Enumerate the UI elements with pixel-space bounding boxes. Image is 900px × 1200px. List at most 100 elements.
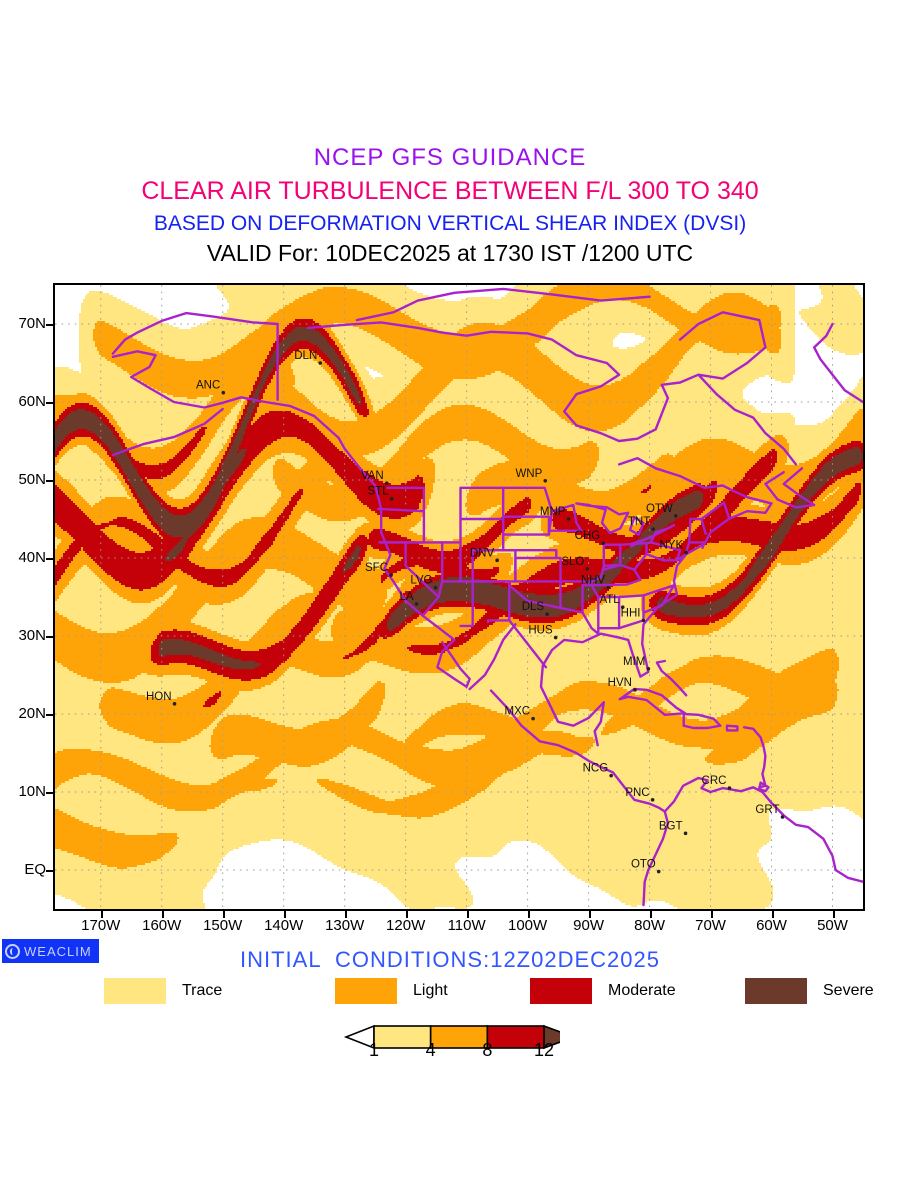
weaclim-logo-text: WEACLIM <box>24 943 92 959</box>
y-axis-tick <box>46 714 53 716</box>
city-marker-stl <box>389 496 394 501</box>
city-marker-hvn <box>633 688 637 692</box>
city-marker-mnp <box>566 517 571 521</box>
x-axis-label-80w: 80W <box>634 917 665 934</box>
cat-region-moderate <box>55 319 863 707</box>
y-axis-tick <box>46 324 53 326</box>
city-label-lvg: LVG <box>410 575 432 587</box>
x-axis-label-150w: 150W <box>203 917 243 934</box>
city-label-sfc: SFC <box>365 562 388 574</box>
x-axis-tick <box>588 911 591 918</box>
colorbar-over-arrow <box>543 1024 560 1050</box>
legend-label-severe: Severe <box>823 982 874 999</box>
y-axis-tick <box>46 480 53 482</box>
colorbar-tick-8: 8 <box>482 1040 493 1060</box>
city-label-wnp: WNP <box>515 468 542 480</box>
city-marker-mim <box>646 666 651 671</box>
initial-conditions-text: INITIAL CONDITIONS:12Z02DEC2025 <box>240 947 660 972</box>
city-marker-slo <box>585 567 590 571</box>
x-axis-label-160w: 160W <box>142 917 182 934</box>
y-axis-tick <box>46 636 53 638</box>
city-marker-hon <box>172 702 177 706</box>
city-marker-wnp <box>543 478 548 483</box>
city-label-hus: HUS <box>528 625 553 637</box>
x-axis-tick <box>283 911 286 918</box>
legend-item-trace: Trace <box>104 978 222 1004</box>
legend-swatch-severe <box>745 978 807 1004</box>
city-label-la: LA <box>400 591 414 603</box>
legend-item-severe: Severe <box>745 978 874 1004</box>
x-axis-label-60w: 60W <box>756 917 787 934</box>
x-axis-tick <box>832 911 835 918</box>
city-label-bgt: BGT <box>659 820 683 832</box>
city-label-anc: ANC <box>196 380 220 392</box>
city-marker-chg <box>601 541 606 545</box>
city-label-pnc: PNC <box>625 787 649 799</box>
city-label-dln: DLN <box>294 350 317 362</box>
colorbar <box>343 1024 560 1050</box>
x-axis-tick <box>100 911 103 918</box>
legend-swatch-trace <box>104 978 166 1004</box>
x-axis-label-110w: 110W <box>447 917 486 934</box>
y-axis-label-30n: 30N <box>18 627 46 644</box>
x-axis-label-100w: 100W <box>508 917 548 934</box>
title-line-valid-time: VALID For: 10DEC2025 at 1730 IST /1200 U… <box>206 240 694 266</box>
city-label-dnv: DNV <box>470 547 495 559</box>
city-label-tnt: TNT <box>628 516 650 528</box>
legend-item-light: Light <box>335 978 448 1004</box>
map-container[interactable]: ANC DLN VAN STL WNP MNP CHG OTW TNT NYK DNV SLO SFC L… <box>53 283 865 911</box>
x-axis-tick <box>771 911 774 918</box>
copyright-circle-icon <box>5 943 20 959</box>
city-marker-grt <box>780 815 785 819</box>
city-marker-nyk <box>684 550 688 555</box>
map-frame: ANC DLN VAN STL WNP MNP CHG OTW TNT NYK DNV SLO SFC L… <box>53 283 865 911</box>
city-marker-crc <box>727 786 732 790</box>
y-axis-label-50n: 50N <box>18 471 46 488</box>
legend-item-moderate: Moderate <box>530 978 676 1004</box>
city-label-van: VAN <box>361 470 384 482</box>
city-label-ncg: NCG <box>583 763 609 775</box>
city-label-hvn: HVN <box>608 677 632 689</box>
city-label-grt: GRT <box>755 804 779 816</box>
weaclim-logo: WEACLIM <box>2 939 99 963</box>
x-axis-tick <box>527 911 530 918</box>
city-label-otw: OTW <box>646 503 673 515</box>
city-label-mim: MIM <box>623 656 645 668</box>
colorbar-tick-1: 1 <box>368 1040 379 1060</box>
y-axis-tick <box>46 792 53 794</box>
cat-region-light <box>55 285 863 869</box>
colorbar-tick-12: 12 <box>533 1040 555 1060</box>
y-axis-label-eq: EQ <box>24 861 46 878</box>
city-marker-dnv <box>495 558 499 563</box>
city-marker-pnc <box>650 798 655 802</box>
city-marker-anc <box>221 390 226 395</box>
colorbar-tick-4: 4 <box>425 1040 436 1060</box>
city-marker-van <box>384 481 389 485</box>
cat-region-trace <box>55 285 863 909</box>
legend-label-moderate: Moderate <box>608 982 676 999</box>
city-marker-dls <box>545 612 549 616</box>
title-line-ncep-gfs-guidance: NCEP GFS GUIDANCE <box>313 144 587 171</box>
x-axis-label-120w: 120W <box>386 917 426 934</box>
legend-swatch-moderate <box>530 978 592 1004</box>
y-axis-label-40n: 40N <box>18 549 46 566</box>
city-marker-hus <box>553 635 558 640</box>
city-label-crc: CRC <box>702 775 727 787</box>
city-marker-nhv <box>606 585 610 590</box>
city-label-nyk: NYK <box>659 540 683 552</box>
city-marker-atl <box>620 605 625 609</box>
city-marker-otw <box>673 514 678 518</box>
city-label-slo: SLO <box>561 556 584 568</box>
title-line-product-name: CLEAR AIR TURBULENCE BETWEEN F/L 300 TO … <box>141 177 759 205</box>
x-axis-tick <box>649 911 652 918</box>
x-axis-tick <box>710 911 713 918</box>
city-label-hon: HON <box>146 691 172 703</box>
x-axis-label-140w: 140W <box>264 917 304 934</box>
x-axis-tick <box>344 911 347 918</box>
x-axis-tick <box>466 911 469 918</box>
y-axis-label-70n: 70N <box>18 315 46 332</box>
legend: Trace Light Moderate Severe <box>0 978 900 1008</box>
colorbar-tick-labels: 1 4 8 12 <box>340 1040 560 1064</box>
cat-region-severe <box>55 327 863 669</box>
